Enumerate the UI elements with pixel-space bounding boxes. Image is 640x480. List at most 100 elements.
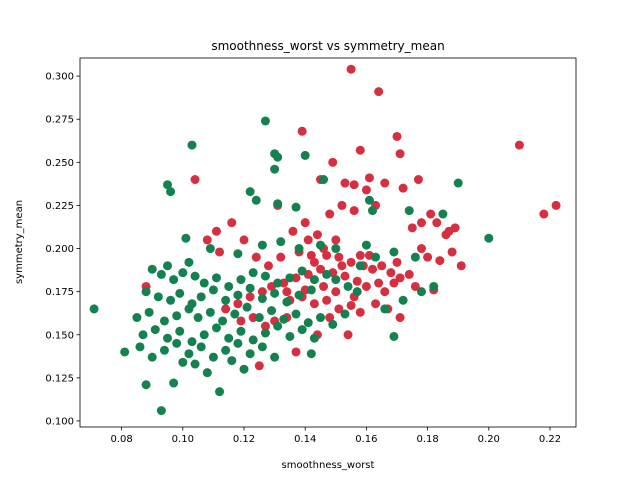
data-point <box>245 187 255 197</box>
data-point <box>202 235 212 245</box>
data-point <box>300 150 310 160</box>
data-point <box>205 244 215 254</box>
data-point <box>514 140 524 150</box>
x-axis-ticks: 0.08 0.10 0.12 0.14 0.16 0.18 0.20 0.22 <box>110 427 561 445</box>
data-point <box>230 309 240 319</box>
data-point <box>236 326 246 336</box>
data-point <box>435 256 445 266</box>
data-point <box>285 273 295 283</box>
data-point <box>539 209 549 219</box>
data-point <box>328 157 338 167</box>
data-point <box>355 307 365 317</box>
data-point <box>153 292 163 302</box>
data-point <box>120 347 130 357</box>
data-point <box>371 252 381 262</box>
data-point <box>242 302 252 312</box>
data-point <box>285 331 295 341</box>
data-point <box>224 333 234 343</box>
data-point <box>211 226 221 236</box>
data-point <box>325 313 335 323</box>
data-point <box>389 247 399 257</box>
data-point <box>306 285 316 295</box>
data-point <box>407 223 417 233</box>
data-point <box>398 295 408 305</box>
data-point <box>331 235 341 245</box>
x-tick-label: 0.10 <box>172 434 194 445</box>
data-point <box>395 313 405 323</box>
data-point <box>306 250 316 260</box>
data-point <box>221 345 231 355</box>
data-point <box>328 319 338 329</box>
data-point <box>395 273 405 283</box>
data-point <box>236 275 246 285</box>
data-point <box>193 313 203 323</box>
data-point <box>355 145 365 155</box>
data-point <box>423 252 433 262</box>
data-point <box>309 299 319 309</box>
data-point <box>175 326 185 336</box>
data-point <box>273 152 283 162</box>
y-tick-label: 0.250 <box>45 158 74 169</box>
data-point <box>263 261 273 271</box>
data-point <box>337 261 347 271</box>
data-point <box>294 290 304 300</box>
data-point <box>190 175 200 185</box>
data-point <box>340 309 350 319</box>
y-tick-label: 0.225 <box>45 201 74 212</box>
data-point <box>273 278 283 288</box>
data-point <box>163 261 173 271</box>
data-point <box>297 325 307 335</box>
plot-area-frame <box>79 57 577 428</box>
data-point <box>349 180 359 190</box>
data-point <box>331 244 341 254</box>
data-point <box>322 269 332 279</box>
data-point <box>169 275 179 285</box>
data-point <box>410 252 420 262</box>
data-point <box>205 307 215 317</box>
data-point <box>380 287 390 297</box>
data-point <box>141 287 151 297</box>
data-point <box>288 226 298 236</box>
data-point <box>322 295 332 305</box>
data-point <box>334 252 344 262</box>
data-point <box>380 178 390 188</box>
y-tick-label: 0.150 <box>45 330 74 341</box>
y-tick-label: 0.175 <box>45 287 74 298</box>
x-tick-label: 0.20 <box>478 434 500 445</box>
chart-title: smoothness_worst vs symmetry_mean <box>211 39 444 53</box>
data-point <box>404 206 414 216</box>
data-point <box>291 202 301 212</box>
data-point <box>340 271 350 281</box>
data-point <box>245 283 255 293</box>
data-point <box>361 185 371 195</box>
data-point <box>282 287 292 297</box>
data-point <box>199 330 209 340</box>
data-point <box>346 300 356 310</box>
x-axis-label: smoothness_worst <box>282 460 375 471</box>
data-point <box>227 218 237 228</box>
y-tick-label: 0.125 <box>45 373 74 384</box>
data-point <box>389 331 399 341</box>
data-point <box>322 250 332 260</box>
data-point <box>303 235 313 245</box>
data-point <box>245 349 255 359</box>
data-point <box>184 304 194 314</box>
data-point <box>319 175 329 185</box>
data-point <box>257 240 267 250</box>
data-point <box>368 264 378 274</box>
data-point <box>484 233 494 243</box>
data-point <box>166 187 176 197</box>
y-tick-label: 0.300 <box>45 72 74 83</box>
data-point <box>178 268 188 278</box>
data-point <box>416 218 426 228</box>
data-point <box>144 307 154 317</box>
data-point <box>178 357 188 367</box>
data-point <box>257 342 267 352</box>
data-point <box>361 240 371 250</box>
data-point <box>236 316 246 326</box>
data-point <box>551 200 561 210</box>
data-point <box>374 87 384 97</box>
data-point <box>297 126 307 136</box>
data-point <box>398 183 408 193</box>
